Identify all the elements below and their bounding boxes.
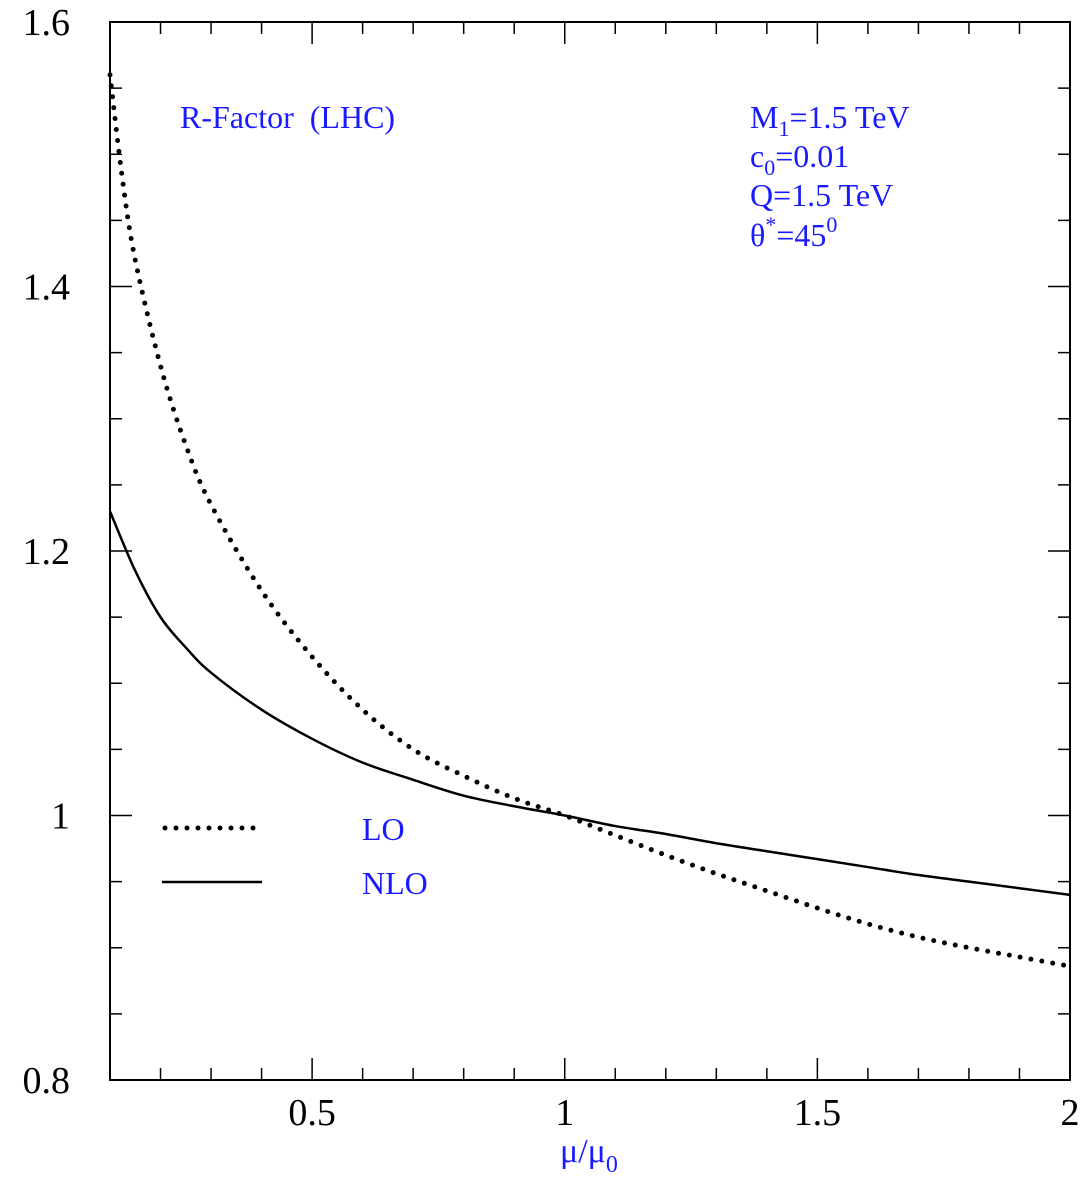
legend: LO NLO bbox=[162, 811, 428, 901]
legend-lo-label: LO bbox=[362, 811, 405, 847]
param-coupling: c0=0.01 bbox=[750, 138, 849, 180]
param-mass: M1=1.5 TeV bbox=[750, 99, 910, 141]
plot-frame bbox=[109, 21, 1071, 1081]
x-tick-label: 1.5 bbox=[794, 1092, 842, 1134]
data-series bbox=[107, 72, 1073, 969]
y-tick-label: 1 bbox=[51, 796, 70, 838]
axis-ticks bbox=[109, 21, 1071, 1081]
x-tick-label: 1 bbox=[555, 1092, 574, 1134]
axis-tick-labels: 0.5 1 1.5 2 0.8 1 1.2 1.4 1.6 bbox=[23, 2, 1080, 1134]
chart-title: R-Factor (LHC) bbox=[180, 99, 395, 135]
x-axis-label: μ/μ0 bbox=[560, 1133, 618, 1178]
series-nlo-line bbox=[108, 510, 1071, 897]
x-tick-label: 2 bbox=[1061, 1092, 1080, 1134]
y-tick-label: 1.4 bbox=[23, 267, 71, 309]
axes-frame bbox=[109, 21, 1071, 1081]
param-angle: θ*=450 bbox=[750, 212, 837, 253]
y-tick-label: 1.2 bbox=[23, 531, 71, 573]
legend-nlo-label: NLO bbox=[362, 865, 428, 901]
y-tick-label: 0.8 bbox=[23, 1060, 71, 1102]
parameter-annotations: M1=1.5 TeV c0=0.01 Q=1.5 TeV θ*=450 bbox=[750, 99, 910, 253]
y-tick-label: 1.6 bbox=[23, 2, 71, 44]
series-lo-line bbox=[107, 72, 1073, 969]
param-scale: Q=1.5 TeV bbox=[750, 177, 893, 213]
x-tick-label: 0.5 bbox=[288, 1092, 336, 1134]
